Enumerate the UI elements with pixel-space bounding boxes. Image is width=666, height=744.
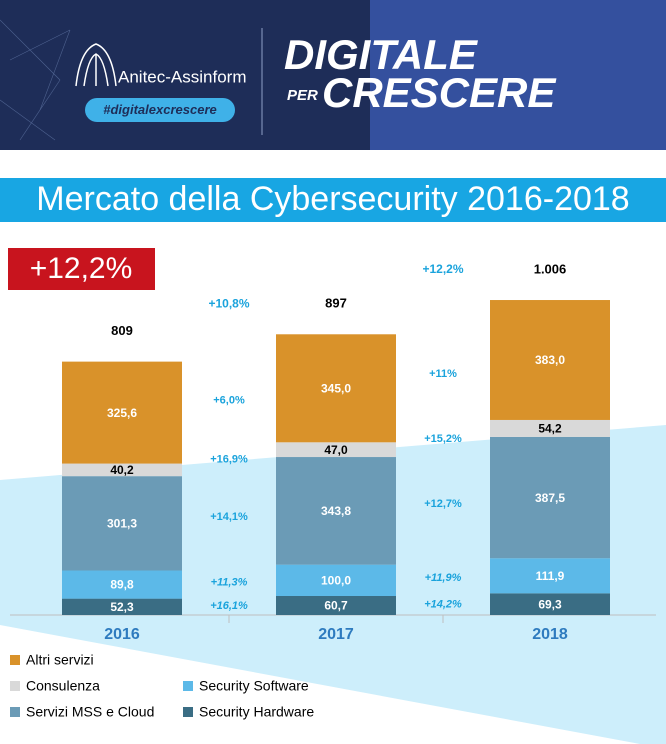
- bar-segment: [490, 593, 610, 615]
- hashtag: #digitalexcrescere: [103, 102, 216, 117]
- growth-label: +16,9%: [210, 454, 248, 466]
- bar-segment: [276, 334, 396, 443]
- growth-label: +14,1%: [210, 511, 248, 523]
- chart-title: Mercato della Cybersecurity 2016-2018: [36, 180, 629, 218]
- legend-label: Servizi MSS e Cloud: [26, 704, 154, 720]
- bar-segment: [490, 558, 610, 594]
- logo-line2: CRESCERE: [322, 69, 557, 116]
- brand-logo: [75, 43, 117, 87]
- bar-segment: [276, 442, 396, 458]
- value-label: 343,8: [321, 504, 351, 518]
- value-label: 89,8: [110, 578, 134, 592]
- hashtag-pill: [85, 98, 235, 122]
- legend-swatch: [10, 707, 20, 717]
- growth-label: +14,2%: [424, 599, 462, 611]
- growth-label: +11,9%: [425, 572, 462, 584]
- value-label: 52,3: [110, 600, 134, 614]
- total-growth-label: +12,2%: [422, 262, 463, 276]
- growth-label: +16,1%: [210, 600, 248, 612]
- growth-label: +11%: [429, 368, 457, 380]
- bar-segment: [276, 564, 396, 596]
- legend-label: Security Software: [199, 678, 309, 694]
- bar-segment: [490, 436, 610, 559]
- value-label: 60,7: [324, 599, 348, 613]
- logo-per: PER: [287, 87, 318, 104]
- badge-bg: [8, 248, 155, 290]
- bar-segment: [62, 361, 182, 464]
- value-label: 345,0: [321, 381, 351, 395]
- total-label: 809: [111, 323, 133, 338]
- value-label: 100,0: [321, 574, 351, 588]
- legend-label: Altri servizi: [26, 652, 94, 668]
- legend-swatch: [10, 681, 20, 691]
- bar-segment: [62, 570, 182, 599]
- x-tick-label: 2017: [318, 626, 354, 643]
- x-tick-label: 2016: [104, 626, 140, 643]
- brand-name: Anitec-Assinform: [118, 67, 246, 86]
- bar-segment: [490, 419, 610, 437]
- value-label: 301,3: [107, 517, 137, 531]
- growth-label: +12,7%: [424, 498, 462, 510]
- total-label: 1.006: [534, 261, 567, 276]
- value-label: 387,5: [535, 491, 565, 505]
- legend-swatch: [183, 707, 193, 717]
- badge: +12,2%: [30, 252, 133, 285]
- header-bg-right: [370, 0, 666, 150]
- title-band: [0, 178, 666, 222]
- legend-label: Security Hardware: [199, 704, 314, 720]
- value-label: 47,0: [324, 443, 348, 457]
- growth-label: +11,3%: [211, 576, 248, 588]
- bar-segment: [62, 463, 182, 477]
- bar-segment: [62, 476, 182, 571]
- value-label: 383,0: [535, 353, 565, 367]
- network-decoration: [0, 19, 71, 141]
- legend-label: Consulenza: [26, 678, 100, 694]
- value-label: 111,9: [536, 569, 565, 583]
- value-label: 54,2: [538, 422, 562, 436]
- total-label: 897: [325, 296, 347, 311]
- legend-swatch: [183, 681, 193, 691]
- legend-swatch: [10, 655, 20, 665]
- bar-segment: [490, 300, 610, 420]
- value-label: 40,2: [110, 463, 134, 477]
- value-label: 69,3: [538, 597, 562, 611]
- x-tick-label: 2018: [532, 626, 568, 643]
- bar-segment: [62, 598, 182, 615]
- bar-segment: [276, 595, 396, 615]
- value-label: 325,6: [107, 406, 137, 420]
- bar-segment: [276, 457, 396, 565]
- growth-label: +15,2%: [424, 433, 462, 445]
- logo-line1: DIGITALE: [284, 31, 479, 78]
- total-growth-label: +10,8%: [208, 296, 249, 310]
- growth-label: +6,0%: [213, 394, 245, 406]
